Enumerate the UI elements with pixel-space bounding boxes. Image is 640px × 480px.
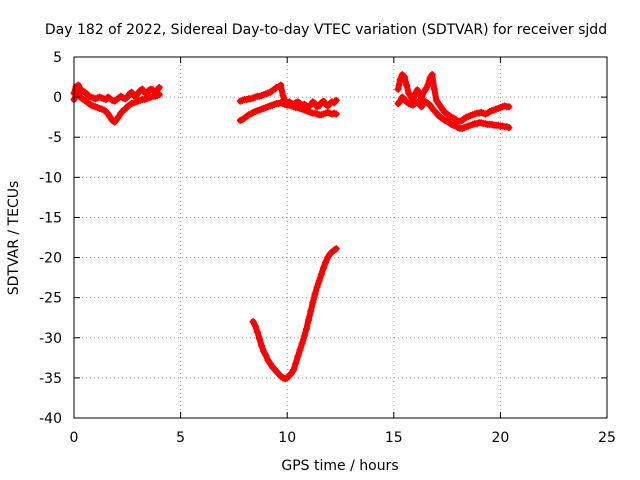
data-point-marker (317, 270, 325, 278)
y-tick-label: -20 (39, 251, 62, 267)
y-tick-label: -40 (39, 411, 62, 427)
data-point-marker (332, 245, 340, 253)
y-tick-label: 0 (53, 90, 62, 106)
x-tick-label: 0 (70, 430, 79, 446)
data-point-marker (394, 85, 402, 93)
data-point-marker (305, 316, 313, 324)
data-series (70, 71, 513, 383)
data-point-marker (249, 318, 257, 326)
data-point-marker (422, 85, 430, 93)
y-tick-label: -25 (39, 291, 62, 307)
data-point-marker (260, 347, 268, 355)
data-point-marker (322, 258, 330, 266)
data-point-marker (155, 91, 163, 99)
data-point-marker (428, 71, 436, 79)
data-point-marker (277, 81, 285, 89)
data-point-marker (253, 328, 261, 336)
data-point-marker (300, 332, 308, 340)
data-point-marker (418, 95, 426, 103)
data-point-marker (396, 97, 404, 105)
data-point-marker (396, 75, 404, 83)
data-point-marker (258, 342, 266, 350)
series-trace (250, 245, 340, 382)
data-point-marker (430, 85, 438, 93)
series-lower-band-1 (70, 90, 163, 126)
y-tick-label: -15 (39, 210, 62, 226)
y-tick-label: -5 (48, 130, 62, 146)
series-upper-band-3 (394, 71, 513, 125)
data-point-marker (298, 339, 306, 347)
plot-frame (73, 56, 608, 419)
data-point-marker (319, 264, 327, 272)
data-point-marker (155, 83, 163, 91)
data-point-marker (311, 290, 319, 298)
data-point-marker (505, 124, 513, 132)
data-point-marker (309, 298, 317, 306)
data-point-marker (294, 352, 302, 360)
data-point-marker (505, 103, 513, 111)
x-tick-label: 20 (491, 430, 509, 446)
y-axis-label: SDTVAR / TECUs (6, 181, 22, 296)
data-point-marker (411, 90, 419, 98)
grid-lines (74, 57, 607, 418)
data-point-marker (74, 81, 82, 89)
x-tick-label: 25 (598, 430, 616, 446)
data-point-marker (424, 81, 432, 89)
x-tick-label: 15 (385, 430, 403, 446)
data-point-marker (313, 283, 321, 291)
axis-tick-labels: 0 5 10 15 20 25 5 0 -5 -10 -15 -20 -25 -30 -35 -40 (39, 50, 616, 446)
data-point-marker (405, 89, 413, 97)
data-point-marker (332, 110, 340, 118)
x-axis-label: GPS time / hours (281, 458, 398, 474)
data-point-marker (403, 81, 411, 89)
y-tick-label: -30 (39, 331, 62, 347)
data-point-marker (251, 322, 259, 330)
x-tick-label: 5 (176, 430, 185, 446)
data-point-marker (315, 277, 323, 285)
axis-ticks (73, 56, 608, 419)
y-tick-label: -10 (39, 170, 62, 186)
series-v-shape (249, 245, 340, 383)
y-tick-label: -35 (39, 371, 62, 387)
data-point-marker (290, 366, 298, 374)
data-point-marker (296, 346, 304, 354)
data-point-marker (415, 89, 423, 97)
data-point-marker (262, 351, 270, 359)
data-point-marker (255, 335, 263, 343)
data-point-marker (292, 359, 300, 367)
data-point-marker (332, 96, 340, 104)
data-point-marker (307, 307, 315, 315)
series-lower-band-3 (394, 93, 513, 132)
data-point-marker (400, 73, 408, 81)
x-tick-label: 10 (278, 430, 296, 446)
chart-title: Day 182 of 2022, Sidereal Day-to-day VTE… (45, 22, 607, 38)
data-point-marker (302, 325, 310, 333)
y-tick-label: 5 (53, 50, 62, 66)
data-point-marker (279, 92, 287, 100)
series-lower-band-2 (236, 99, 340, 124)
